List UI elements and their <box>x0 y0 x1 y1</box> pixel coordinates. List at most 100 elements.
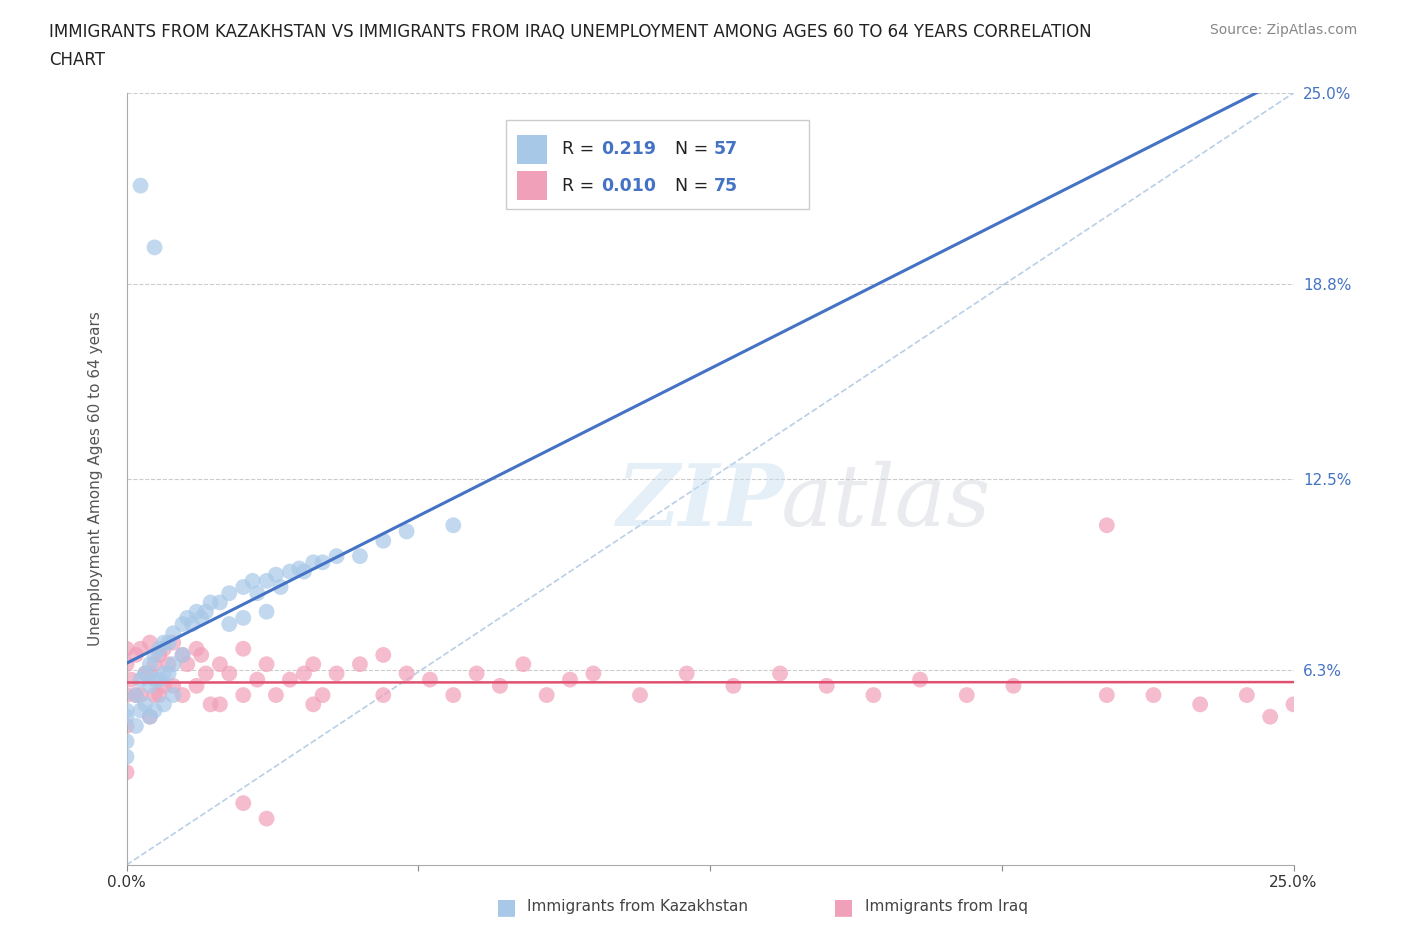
Point <box>558 672 581 687</box>
Text: R =: R = <box>562 177 599 194</box>
Point <box>194 666 217 681</box>
Point <box>134 666 156 681</box>
Point <box>125 687 148 702</box>
Point <box>115 642 138 657</box>
Point <box>956 687 979 702</box>
Point <box>186 678 208 693</box>
Point <box>172 687 194 702</box>
FancyBboxPatch shape <box>517 171 547 200</box>
Point <box>139 678 162 693</box>
Point <box>143 672 166 687</box>
Point <box>256 811 278 826</box>
Point <box>373 687 395 702</box>
Point <box>115 734 138 749</box>
Point <box>489 678 512 693</box>
Point <box>200 697 222 711</box>
Point <box>218 666 240 681</box>
Point <box>723 678 745 693</box>
Point <box>162 678 184 693</box>
Point <box>302 697 325 711</box>
Point <box>218 617 240 631</box>
Point <box>172 647 194 662</box>
Point <box>465 666 488 681</box>
Point <box>232 642 254 657</box>
Text: Immigrants from Kazakhstan: Immigrants from Kazakhstan <box>527 899 748 914</box>
Point <box>115 687 138 702</box>
Point <box>148 647 170 662</box>
Point <box>172 617 194 631</box>
Point <box>441 687 464 702</box>
Point <box>162 657 184 671</box>
Text: ZIP: ZIP <box>617 460 785 544</box>
Point <box>186 604 208 619</box>
Point <box>125 647 148 662</box>
Point <box>153 635 176 650</box>
Point <box>256 574 278 589</box>
Point <box>134 697 156 711</box>
Text: ■: ■ <box>496 897 516 917</box>
Point <box>908 672 931 687</box>
Point <box>395 666 418 681</box>
Point <box>270 579 292 594</box>
Point <box>125 687 148 702</box>
Point <box>1282 697 1305 711</box>
Point <box>208 697 231 711</box>
Text: Immigrants from Iraq: Immigrants from Iraq <box>865 899 1028 914</box>
Point <box>115 657 138 671</box>
Text: R =: R = <box>562 140 599 158</box>
Point <box>1095 518 1118 533</box>
Point <box>153 678 176 693</box>
Point <box>862 687 884 702</box>
Text: ■: ■ <box>834 897 853 917</box>
Point <box>153 666 176 681</box>
Point <box>232 796 254 811</box>
Point <box>1142 687 1164 702</box>
Point <box>246 586 269 601</box>
Point <box>148 642 170 657</box>
Point <box>143 687 166 702</box>
Point <box>176 610 198 625</box>
Point <box>153 697 176 711</box>
Point <box>536 687 558 702</box>
Point <box>139 666 162 681</box>
Point <box>125 719 148 734</box>
Point <box>264 687 287 702</box>
Point <box>120 672 142 687</box>
Point <box>675 666 697 681</box>
Point <box>769 666 792 681</box>
Point <box>148 672 170 687</box>
Point <box>186 642 208 657</box>
Point <box>1002 678 1025 693</box>
Point <box>264 567 287 582</box>
Point <box>311 555 333 570</box>
Point <box>190 647 212 662</box>
Point <box>129 703 152 718</box>
Point <box>278 672 301 687</box>
Point <box>115 764 138 779</box>
Point <box>143 657 166 671</box>
Point <box>139 710 162 724</box>
Point <box>278 565 301 579</box>
Point <box>349 657 371 671</box>
Point <box>129 687 152 702</box>
Point <box>292 666 315 681</box>
Point <box>373 647 395 662</box>
Point <box>419 672 441 687</box>
Text: N =: N = <box>675 177 714 194</box>
Point <box>180 617 202 631</box>
Point <box>232 579 254 594</box>
Point <box>325 666 347 681</box>
Point <box>582 666 605 681</box>
FancyBboxPatch shape <box>517 135 547 164</box>
Point <box>129 179 152 193</box>
Point <box>129 672 152 687</box>
Point <box>1095 687 1118 702</box>
Point <box>395 524 418 538</box>
Point <box>256 604 278 619</box>
Point <box>232 687 254 702</box>
Point <box>1236 687 1258 702</box>
Point <box>302 657 325 671</box>
Point <box>208 595 231 610</box>
Point <box>194 604 217 619</box>
Point <box>115 719 138 734</box>
